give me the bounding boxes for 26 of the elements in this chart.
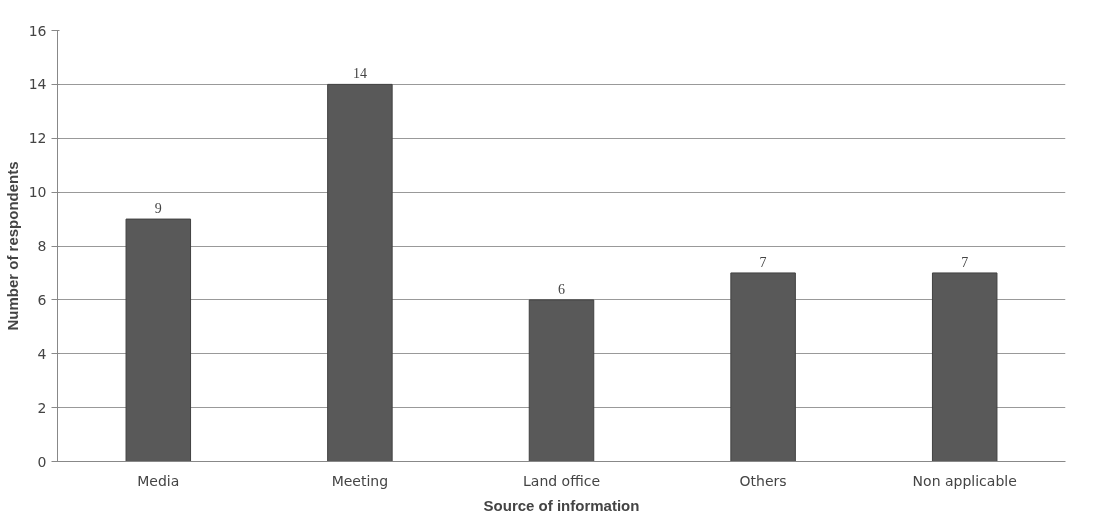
y-tick-label: 6 bbox=[37, 291, 47, 308]
data-label: 14 bbox=[352, 66, 367, 82]
x-tick-label: Others bbox=[739, 472, 787, 489]
y-tick-label: 16 bbox=[28, 22, 47, 39]
x-tick-label: Non applicable bbox=[912, 472, 1017, 489]
y-axis-title: Number of respondents bbox=[3, 161, 21, 331]
x-tick-label: Land office bbox=[523, 472, 600, 489]
x-tick-label: Meeting bbox=[331, 472, 389, 489]
y-tick-label: 10 bbox=[28, 184, 47, 201]
bar bbox=[730, 272, 796, 462]
y-tick-label: 4 bbox=[37, 345, 47, 362]
data-label: 7 bbox=[759, 254, 767, 270]
data-label: 6 bbox=[558, 281, 565, 297]
bar bbox=[125, 218, 192, 462]
x-tick-label: Media bbox=[137, 472, 180, 489]
y-tick-label: 14 bbox=[28, 76, 47, 93]
bar bbox=[327, 83, 393, 462]
y-tick-label: 0 bbox=[37, 453, 47, 470]
y-tick-label: 2 bbox=[37, 399, 47, 416]
bar bbox=[931, 272, 998, 462]
y-tick-label: 12 bbox=[28, 130, 47, 147]
data-label: 7 bbox=[961, 254, 969, 270]
x-axis-title: Source of information bbox=[483, 496, 640, 514]
bar bbox=[528, 299, 595, 462]
y-tick-label: 8 bbox=[37, 238, 47, 254]
data-label: 9 bbox=[154, 201, 162, 217]
